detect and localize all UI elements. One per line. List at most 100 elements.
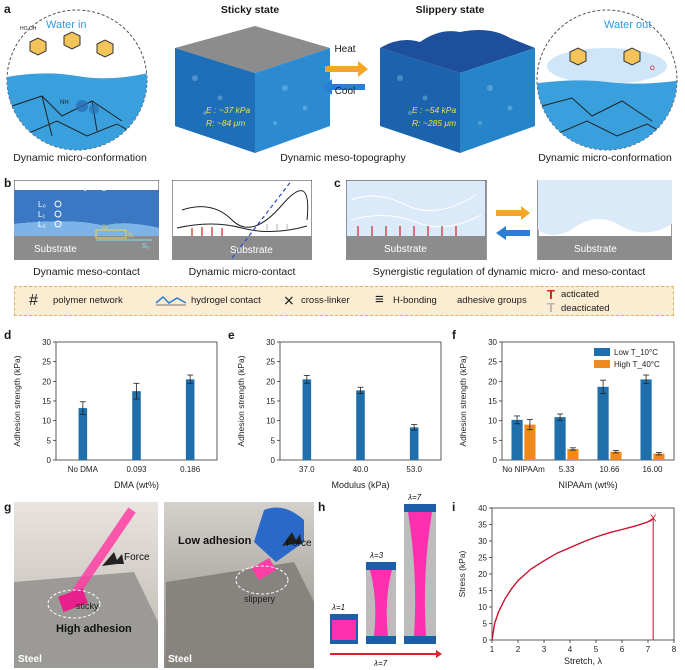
- legend-crosslinker: cross-linker: [301, 295, 350, 306]
- chart-i-stress-stretch: 0 5 10 15 20 25 30 35 40 1 2 3 4 5 6 7 8 X Stretch, λ Stres…: [457, 504, 677, 666]
- legend-swatch: [594, 348, 610, 356]
- x-axis-label: NIPAAm (wt%): [558, 480, 617, 490]
- panel-label-c: c: [334, 176, 341, 190]
- y-tick-label: 20: [478, 570, 487, 579]
- synergistic-regulation-diagram: Substrate Substrate: [346, 180, 672, 260]
- substrate-label-c1: Substrate: [384, 244, 427, 255]
- x-tick-label: 40.0: [353, 465, 369, 474]
- y-tick-label: 5: [271, 436, 276, 445]
- y-tick-label: 15: [42, 397, 51, 406]
- caption-a-right: Dynamic micro-conformation: [538, 152, 672, 164]
- bar: [554, 417, 566, 460]
- panel-label-b: b: [4, 176, 12, 190]
- s0-label: S₀: [102, 225, 109, 231]
- caption-a-left: Dynamic micro-conformation: [13, 152, 147, 164]
- x-tick-label: 2: [516, 645, 521, 654]
- cross-linker-icon: ⨯: [283, 292, 295, 308]
- y-tick-label: 0: [47, 456, 52, 465]
- chem-nh-label: NH: [60, 100, 69, 106]
- chart-f-adhesion-vs-nipaam: 0 5 10 15 20 25 30 No NIPAAm 5.33 10.66 16.00 NIPAA…: [458, 338, 675, 490]
- plot-frame: [491, 507, 675, 641]
- legend-polymer: polymer network: [53, 295, 123, 306]
- bar: [597, 386, 609, 460]
- bar: [185, 379, 195, 460]
- y-axis-label: Adhesion strength (kPa): [236, 355, 246, 446]
- y-tick-label: 10: [42, 417, 51, 426]
- lambda-1-label: λ=1: [331, 603, 345, 612]
- substrate-label-b2: Substrate: [230, 245, 273, 256]
- lambda-7-label: λ=7: [407, 493, 422, 502]
- caption-a-mid: Dynamic meso-topography: [280, 152, 406, 164]
- sticky-roughness: R: ~84 μm: [206, 118, 246, 128]
- micro-contact-diagram: Substrate: [172, 180, 312, 260]
- x-tick-label: 0.093: [126, 465, 147, 474]
- y-tick-label: 25: [478, 554, 487, 563]
- heat-label: Heat: [334, 44, 356, 55]
- force-label-2: Force: [286, 538, 312, 549]
- meso-contact-diagram: Soft adhesive hydrogels L₀ L₁ L₂ S₀ S₁ S…: [14, 180, 159, 260]
- y-tick-label: 30: [488, 338, 497, 347]
- legend-deactivated: deacticated: [561, 303, 610, 314]
- s1-label: S₁: [128, 233, 134, 239]
- x-tick-label: 6: [620, 645, 625, 654]
- y-tick-label: 15: [266, 397, 275, 406]
- y-tick-label: 15: [478, 587, 487, 596]
- activated-group-icon: T: [547, 287, 555, 302]
- fracture-marker: X: [650, 514, 657, 525]
- legend-activated: acticated: [561, 289, 600, 300]
- x-tick-label: No NIPAAm: [502, 465, 545, 474]
- panel-label-a: a: [4, 2, 11, 16]
- stretch-sequence-images: λ=1 λ=3 λ=7 λ=7: [330, 493, 442, 668]
- y-tick-label: 0: [271, 456, 276, 465]
- panel-label-d: d: [4, 328, 12, 342]
- y-tick-label: 40: [478, 504, 487, 513]
- water-out-label: Water out: [604, 19, 651, 31]
- x-tick-label: 5.33: [559, 465, 575, 474]
- force-label-1: Force: [124, 552, 150, 563]
- water-in-label: Water in: [46, 19, 87, 31]
- x-tick-label: 3: [542, 645, 547, 654]
- chart-e-adhesion-vs-modulus: 0 5 10 15 20 25 30 37.0 40.0 53.0 Modulus (kPa) Adh…: [236, 338, 442, 490]
- y-axis-label: Adhesion strength (kPa): [12, 355, 22, 446]
- caption-c: Synergistic regulation of dynamic micro-…: [372, 266, 646, 278]
- bar: [511, 419, 523, 460]
- hydrogel-title: Soft adhesive hydrogels: [22, 181, 119, 191]
- deactivated-group-icon: T: [547, 300, 555, 315]
- panel-label-g: g: [4, 500, 12, 514]
- bar: [524, 424, 536, 460]
- stretch-arrow-label: λ=7: [373, 659, 388, 668]
- bar: [640, 379, 652, 460]
- y-tick-label: 0: [493, 456, 498, 465]
- sticky-cube-image: [175, 26, 330, 153]
- substrate-label-c2: Substrate: [574, 244, 617, 255]
- y-tick-label: 25: [42, 358, 51, 367]
- x-tick-label: 10.66: [599, 465, 620, 474]
- slippery-cube-image: [380, 30, 535, 153]
- y-tick-label: 20: [266, 377, 275, 386]
- y-tick-label: 25: [266, 358, 275, 367]
- legend-bar: # polymer network hydrogel contact ⨯ cro…: [14, 286, 674, 316]
- y-tick-label: 5: [493, 436, 498, 445]
- slippery-modulus: E : ~54 kPa: [412, 105, 457, 115]
- y-tick-label: 30: [478, 537, 487, 546]
- legend-adhesive: adhesive groups: [457, 295, 527, 306]
- y-tick-label: 5: [483, 620, 488, 629]
- lambda-3-label: λ=3: [369, 551, 384, 560]
- sticky-photo-label: sticky: [76, 601, 99, 611]
- legend-swatch: [594, 360, 610, 368]
- x-axis-label: Modulus (kPa): [331, 480, 389, 490]
- slippery-state-title: Slippery state: [415, 4, 485, 16]
- y-tick-label: 10: [478, 603, 487, 612]
- x-tick-label: 5: [594, 645, 599, 654]
- slippery-roughness: R: ~285 μm: [412, 118, 457, 128]
- y-tick-label: 10: [488, 417, 497, 426]
- caption-b2: Dynamic micro-contact: [188, 266, 296, 278]
- sticky-state-title: Sticky state: [220, 4, 280, 16]
- x-axis-label: Stretch, λ: [564, 656, 603, 666]
- x-axis-label: DMA (wt%): [114, 480, 159, 490]
- chart-d-adhesion-vs-dma: 0 5 10 15 20 25 30 No DMA 0.093 0.186 DMA (wt%) Adh…: [12, 338, 218, 490]
- panel-label-e: e: [228, 328, 235, 342]
- x-tick-label: 1: [490, 645, 495, 654]
- sticky-modulus: E : ~37 kPa: [206, 105, 251, 115]
- y-tick-label: 20: [42, 377, 51, 386]
